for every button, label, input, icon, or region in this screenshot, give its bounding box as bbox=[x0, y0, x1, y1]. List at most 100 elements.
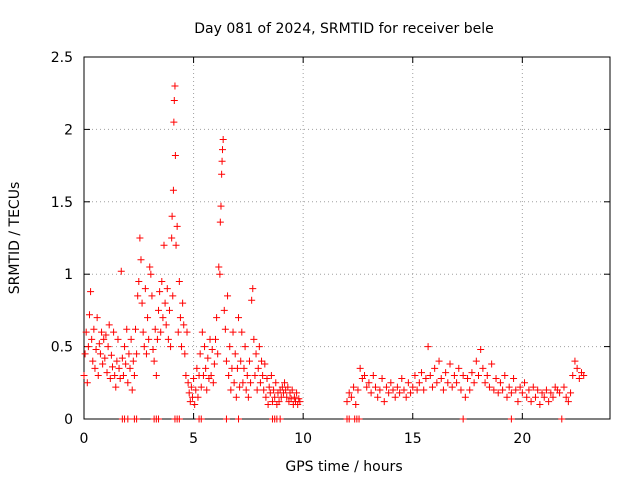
data-point bbox=[207, 372, 215, 380]
data-point bbox=[242, 386, 250, 394]
data-point bbox=[264, 401, 272, 409]
data-point bbox=[173, 222, 181, 230]
data-point bbox=[130, 372, 138, 380]
data-point bbox=[218, 157, 226, 165]
data-point bbox=[80, 372, 88, 380]
data-point bbox=[556, 389, 564, 397]
data-point bbox=[213, 314, 221, 322]
data-point bbox=[407, 389, 415, 397]
data-point bbox=[523, 393, 531, 401]
data-point bbox=[230, 379, 238, 387]
data-point bbox=[181, 350, 189, 358]
data-point bbox=[138, 299, 146, 307]
data-point bbox=[84, 343, 92, 351]
data-point bbox=[216, 270, 224, 278]
data-point bbox=[235, 314, 243, 322]
data-point bbox=[275, 398, 283, 406]
data-point bbox=[121, 343, 129, 351]
data-point bbox=[284, 383, 292, 391]
data-point bbox=[464, 374, 472, 382]
data-point bbox=[140, 343, 148, 351]
data-point bbox=[152, 372, 160, 380]
data-point bbox=[461, 393, 469, 401]
grid-lines bbox=[84, 57, 610, 419]
data-point bbox=[411, 372, 419, 380]
data-point bbox=[266, 389, 274, 397]
data-point bbox=[545, 398, 553, 406]
data-point bbox=[255, 343, 263, 351]
data-point bbox=[488, 360, 496, 368]
data-point bbox=[380, 398, 388, 406]
data-point bbox=[164, 335, 172, 343]
data-point bbox=[575, 374, 583, 382]
data-point bbox=[124, 415, 132, 423]
data-point bbox=[113, 357, 121, 365]
data-point bbox=[103, 369, 111, 377]
data-point bbox=[343, 398, 351, 406]
data-point bbox=[562, 393, 570, 401]
data-point bbox=[85, 311, 93, 319]
x-tick-label: 15 bbox=[404, 431, 422, 447]
data-point bbox=[431, 364, 439, 372]
data-point bbox=[212, 335, 219, 343]
data-point bbox=[136, 234, 144, 242]
data-point bbox=[153, 335, 161, 343]
data-point bbox=[261, 360, 269, 368]
data-point bbox=[400, 386, 408, 394]
data-point bbox=[83, 379, 91, 387]
data-point bbox=[481, 379, 489, 387]
data-point bbox=[245, 357, 253, 365]
data-point bbox=[133, 350, 141, 358]
data-point bbox=[409, 383, 417, 391]
data-point bbox=[494, 389, 502, 397]
data-point bbox=[499, 386, 507, 394]
data-point bbox=[466, 386, 474, 394]
data-point bbox=[197, 415, 205, 423]
data-point bbox=[479, 364, 487, 372]
y-tick-label: 1 bbox=[64, 267, 73, 283]
data-point bbox=[241, 343, 249, 351]
data-point bbox=[199, 372, 207, 380]
data-point bbox=[529, 383, 537, 391]
data-point bbox=[95, 340, 103, 348]
chart-title: Day 081 of 2024, SRMTID for receiver bel… bbox=[194, 21, 493, 37]
y-tick-label: 1.5 bbox=[51, 195, 73, 211]
data-point bbox=[402, 393, 410, 401]
data-point bbox=[525, 386, 533, 394]
data-point bbox=[295, 395, 303, 403]
data-point bbox=[250, 335, 258, 343]
data-point bbox=[418, 369, 426, 377]
data-point bbox=[190, 374, 198, 382]
data-point bbox=[547, 389, 555, 397]
data-point bbox=[355, 415, 363, 423]
data-point bbox=[437, 374, 445, 382]
data-point bbox=[527, 398, 535, 406]
data-point bbox=[118, 354, 126, 362]
data-point bbox=[283, 393, 291, 401]
data-point bbox=[134, 292, 142, 300]
data-point bbox=[350, 383, 358, 391]
data-point bbox=[174, 328, 182, 336]
data-point bbox=[151, 325, 159, 333]
data-point bbox=[229, 328, 237, 336]
data-point bbox=[439, 386, 447, 394]
data-point bbox=[231, 350, 239, 358]
data-point bbox=[457, 386, 465, 394]
data-point bbox=[155, 415, 163, 423]
data-point bbox=[571, 357, 579, 365]
data-point bbox=[122, 360, 130, 368]
data-point bbox=[81, 350, 89, 358]
data-point bbox=[505, 383, 513, 391]
data-point bbox=[217, 202, 225, 210]
data-point bbox=[415, 379, 423, 387]
data-point bbox=[472, 357, 480, 365]
data-point bbox=[160, 241, 168, 249]
data-point bbox=[534, 386, 542, 394]
data-point bbox=[184, 379, 192, 387]
data-point bbox=[354, 386, 362, 394]
y-axis-label: SRMTID / TECUs bbox=[7, 182, 23, 295]
data-point bbox=[521, 379, 529, 387]
data-point bbox=[371, 383, 379, 391]
data-point bbox=[226, 343, 234, 351]
data-point bbox=[389, 386, 397, 394]
